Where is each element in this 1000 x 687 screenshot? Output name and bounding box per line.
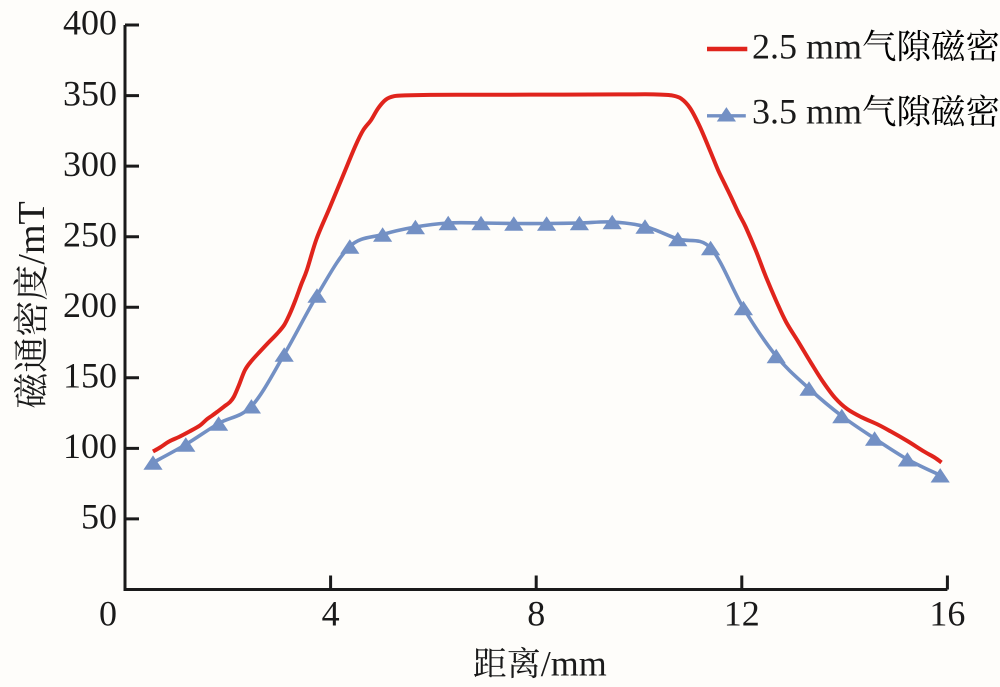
svg-text:3.5 mm: 3.5 mm <box>752 92 862 132</box>
svg-text:250: 250 <box>63 214 117 254</box>
svg-text:50: 50 <box>81 497 117 537</box>
svg-text:/mT: /mT <box>11 201 53 264</box>
svg-text:12: 12 <box>724 593 760 633</box>
svg-text:4: 4 <box>322 593 340 633</box>
svg-text:2.5 mm: 2.5 mm <box>752 27 862 67</box>
svg-text:150: 150 <box>63 356 117 396</box>
svg-text:300: 300 <box>63 144 117 184</box>
svg-text:350: 350 <box>63 73 117 113</box>
svg-text:100: 100 <box>63 426 117 466</box>
svg-text:/mm: /mm <box>541 644 607 684</box>
svg-text:16: 16 <box>929 593 965 633</box>
svg-text:400: 400 <box>63 3 117 43</box>
svg-text:200: 200 <box>63 285 117 325</box>
svg-text:0: 0 <box>99 593 117 633</box>
svg-text:8: 8 <box>527 593 545 633</box>
